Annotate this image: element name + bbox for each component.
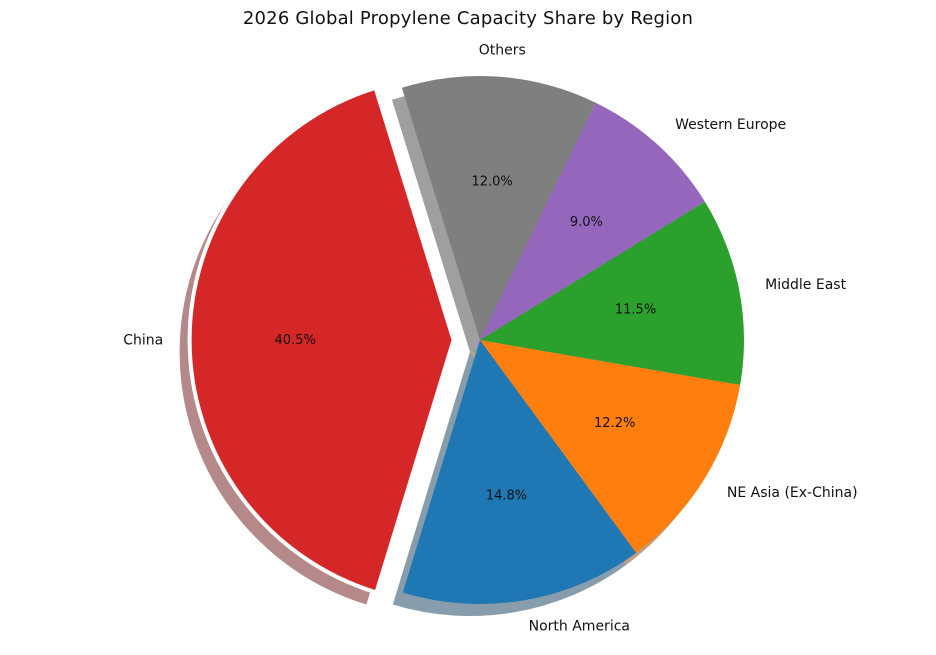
slice-pct-ne-asia-ex-china: 12.2% — [594, 416, 635, 431]
pie-slice-western-europe — [480, 102, 705, 340]
slice-label-china: China — [123, 333, 163, 349]
slice-pct-western-europe: 9.0% — [570, 215, 603, 230]
slice-label-others: Others — [479, 42, 526, 58]
pie-slice-others — [401, 76, 596, 340]
slice-layer — [187, 76, 744, 604]
pie-slice-ne-asia-ex-china — [480, 340, 741, 553]
slice-label-ne-asia-ex-china: NE Asia (Ex-China) — [727, 485, 858, 501]
chart-title: 2026 Global Propylene Capacity Share by … — [242, 8, 694, 29]
label-layer: North America 14.8% NE Asia (Ex-China) 12.2… — [123, 42, 857, 634]
pie-slice-china — [187, 85, 456, 596]
pie-slice-middle-east — [480, 201, 744, 385]
slice-label-north-america: North America — [529, 618, 630, 634]
slice-pct-middle-east: 11.5% — [615, 303, 656, 318]
pie-slice-north-america — [402, 340, 637, 604]
slice-pct-others: 12.0% — [471, 175, 512, 190]
slice-label-middle-east: Middle East — [765, 277, 846, 293]
slice-pct-north-america: 14.8% — [486, 489, 527, 504]
slice-label-western-europe: Western Europe — [675, 117, 786, 133]
slice-pct-china: 40.5% — [275, 333, 316, 348]
